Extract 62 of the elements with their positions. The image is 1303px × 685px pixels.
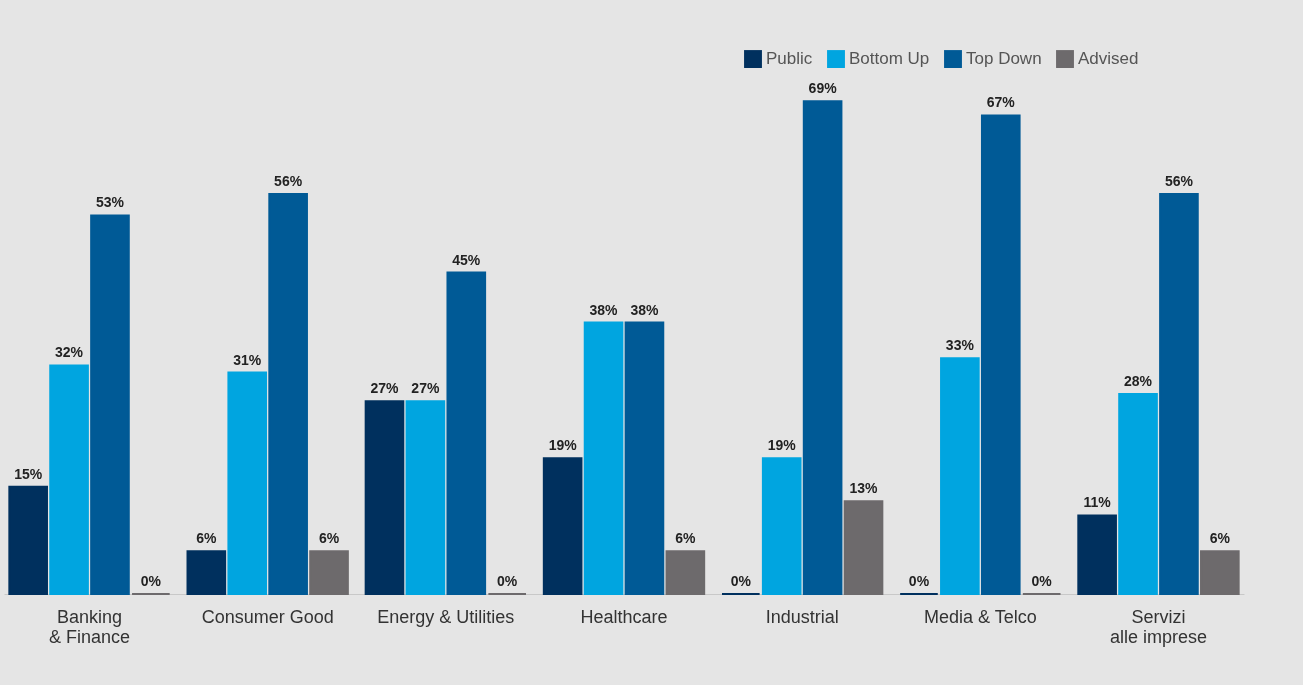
bar [1118, 393, 1158, 595]
data-label: 69% [808, 80, 838, 97]
x-tick-label: Consumer Good [201, 606, 334, 627]
bar [665, 550, 706, 595]
bar [49, 364, 89, 595]
bar [268, 193, 308, 595]
bar [309, 550, 349, 595]
data-label: 38% [589, 301, 619, 318]
data-label: 6% [318, 530, 340, 547]
data-label: 32% [55, 344, 84, 361]
bar [802, 100, 843, 595]
data-label: 0% [140, 573, 162, 589]
legend-label: Top Down [966, 49, 1042, 69]
x-tick-label: Industrial [765, 606, 839, 627]
bar [940, 357, 980, 595]
data-label: 67% [986, 94, 1016, 111]
data-label: 31% [233, 351, 262, 368]
x-tick-label: Servizi alle imprese [1109, 606, 1208, 647]
bar [1159, 193, 1199, 595]
data-label: 6% [1209, 530, 1231, 547]
data-label: 11% [1083, 494, 1112, 511]
bar [1077, 514, 1117, 595]
data-label: 19% [548, 437, 578, 454]
data-label: 6% [196, 530, 217, 547]
x-tick-label: Banking & Finance [48, 606, 131, 647]
bar [186, 550, 227, 595]
bar [624, 321, 665, 595]
data-label: 19% [767, 437, 797, 454]
x-tick-label: Media & Telco [923, 606, 1037, 627]
data-label: 13% [849, 480, 879, 497]
bar [1200, 550, 1240, 595]
x-tick-label: Energy & Utilities [377, 606, 515, 627]
bar [583, 321, 624, 595]
legend-label: Advised [1078, 49, 1139, 69]
data-label: 53% [95, 194, 125, 211]
bar [542, 457, 583, 595]
data-label: 38% [630, 301, 660, 318]
bar [405, 400, 446, 595]
data-label: 6% [675, 530, 697, 547]
bar [446, 271, 487, 595]
bar [843, 500, 884, 595]
data-label: 0% [908, 573, 930, 589]
data-label: 15% [14, 465, 43, 482]
data-label: 56% [274, 173, 303, 189]
bar [8, 485, 48, 595]
data-label: 56% [1164, 173, 1194, 189]
bar [227, 371, 268, 595]
data-label: 33% [945, 337, 975, 354]
bar [364, 400, 405, 595]
bar [980, 114, 1021, 595]
data-label: 0% [730, 573, 752, 589]
legend-label: Bottom Up [849, 49, 930, 69]
data-label: 0% [497, 573, 518, 589]
data-label: 45% [452, 251, 481, 268]
x-tick-label: Healthcare [580, 606, 668, 627]
legend-label: Public [766, 49, 813, 69]
bar [761, 457, 802, 595]
data-label: 27% [411, 380, 440, 397]
bar [90, 214, 130, 595]
data-label: 27% [370, 380, 400, 397]
data-label: 0% [1031, 573, 1053, 589]
data-label: 28% [1124, 373, 1153, 389]
